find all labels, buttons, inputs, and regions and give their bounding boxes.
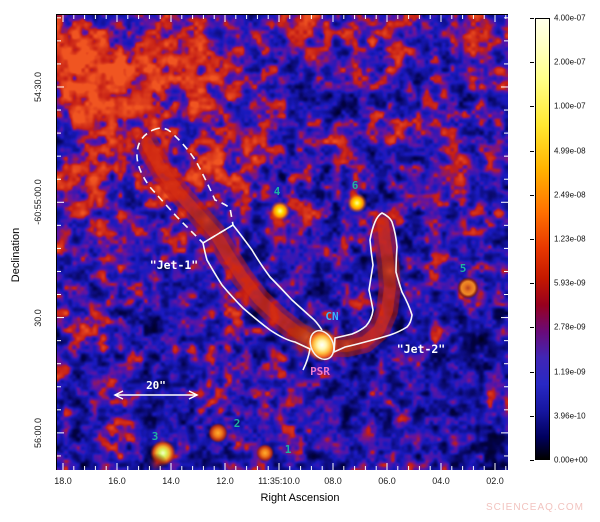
colorbar-tick (530, 18, 534, 19)
x-tick-label: 04.0 (432, 476, 450, 486)
y-tick-label: 54:30.0 (33, 71, 43, 103)
y-axis-label: Declination (10, 227, 22, 283)
x-tick-label: 18.0 (54, 476, 72, 486)
x-tick-label: 06.0 (378, 476, 396, 486)
colorbar-tick (530, 150, 534, 152)
colorbar-tick-label: 4.99e-08 (554, 146, 586, 156)
colorbar-tick-label: 2.78e-09 (554, 322, 586, 332)
colorbar-tick-label: 2.49e-08 (554, 190, 586, 200)
colorbar-tick (530, 194, 534, 196)
x-tick-label: 08.0 (324, 476, 342, 486)
colorbar-tick (530, 460, 534, 461)
x-axis-label: Right Ascension (260, 492, 340, 504)
y-tick-label: 56:00.0 (33, 417, 43, 448)
x-tick-label: 11:35:10.0 (258, 476, 300, 486)
colorbar-tick (530, 239, 534, 240)
colorbar (535, 18, 550, 460)
x-tick-label: 02.0 (486, 476, 504, 486)
sky-image-canvas (57, 15, 508, 470)
colorbar-tick-label: 1.23e-08 (554, 234, 586, 244)
colorbar-tick (530, 415, 534, 417)
colorbar-tick (530, 283, 534, 285)
colorbar-tick-label: 2.00e-07 (554, 57, 586, 67)
x-tick-label: 12.0 (216, 476, 234, 486)
colorbar-tick-label: 1.00e-07 (554, 101, 586, 111)
colorbar-tick-label: 3.96e-10 (554, 411, 586, 421)
colorbar-tick (530, 327, 534, 329)
x-tick-label: 14.0 (162, 476, 180, 486)
colorbar-tick-label: 5.93e-09 (554, 278, 586, 288)
y-tick-label: -60:55:00.0 (33, 179, 43, 226)
colorbar-tick (530, 106, 534, 108)
colorbar-tick (530, 62, 534, 64)
colorbar-tick-label: 0.00e+00 (554, 455, 588, 465)
colorbar-tick (530, 371, 534, 373)
colorbar-tick-label: 1.19e-09 (554, 367, 586, 377)
x-tick-label: 16.0 (108, 476, 126, 486)
colorbar-tick-label: 4.00e-07 (554, 13, 586, 23)
watermark: SCIENCEAQ.COM (485, 502, 584, 513)
y-tick-label: 30.0 (33, 308, 43, 327)
